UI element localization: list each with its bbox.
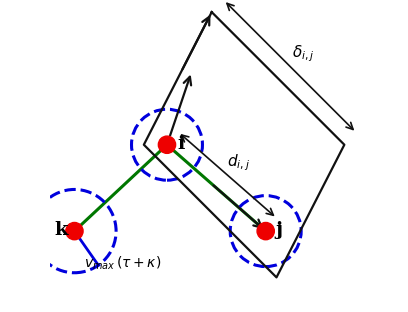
Text: $d_{i,j}$: $d_{i,j}$: [227, 152, 250, 173]
Text: $v_{max}\,(\tau + \kappa)$: $v_{max}\,(\tau + \kappa)$: [84, 254, 161, 272]
Circle shape: [257, 222, 274, 240]
Text: $\delta_{i,j}$: $\delta_{i,j}$: [292, 43, 315, 64]
Text: i: i: [178, 135, 185, 153]
Text: k: k: [54, 221, 68, 239]
Circle shape: [158, 136, 175, 154]
Circle shape: [66, 222, 83, 240]
Text: j: j: [275, 222, 283, 240]
